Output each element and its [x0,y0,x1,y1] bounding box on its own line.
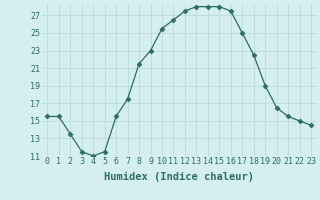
X-axis label: Humidex (Indice chaleur): Humidex (Indice chaleur) [104,172,254,182]
